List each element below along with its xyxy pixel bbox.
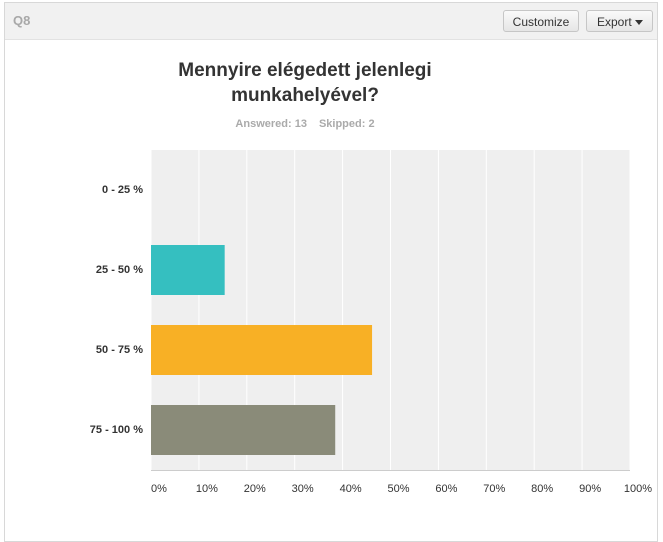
y-tick-label: 75 - 100 % [90, 424, 143, 436]
question-panel: Q8 Customize Export [4, 2, 658, 542]
chart-title: Mennyire elégedett jelenlegi munkahelyév… [178, 60, 432, 106]
answered-count: Answered: 13 [235, 118, 307, 130]
question-number: Q8 [13, 13, 31, 28]
x-tick-label: 80% [531, 483, 553, 495]
x-tick-label: 0% [151, 483, 167, 495]
bar [151, 245, 225, 295]
y-tick-label: 25 - 50 % [96, 264, 143, 276]
bar [151, 325, 373, 375]
x-tick-label: 100% [624, 483, 652, 495]
skipped-count: Skipped: 2 [318, 118, 375, 130]
customize-button[interactable]: Customize [503, 10, 579, 32]
y-tick-label: 50 - 75 % [96, 344, 143, 356]
x-tick-label: 50% [387, 483, 409, 495]
x-tick-label: 70% [483, 483, 505, 495]
x-tick-label: 20% [244, 483, 266, 495]
x-tick-label: 60% [435, 483, 457, 495]
x-tick-label: 40% [340, 483, 362, 495]
y-tick-label: 0 - 25 % [102, 184, 143, 196]
response-stats: Answered: 13 Skipped: 2 [0, 118, 610, 130]
x-tick-label: 90% [579, 483, 601, 495]
bar [151, 405, 336, 455]
dropdown-caret [635, 20, 643, 25]
toolbar: Q8 Customize Export [5, 3, 657, 40]
export-label: Export [597, 15, 632, 29]
export-button[interactable]: Export [586, 10, 653, 32]
x-tick-label: 30% [292, 483, 314, 495]
x-tick-label: 10% [196, 483, 218, 495]
